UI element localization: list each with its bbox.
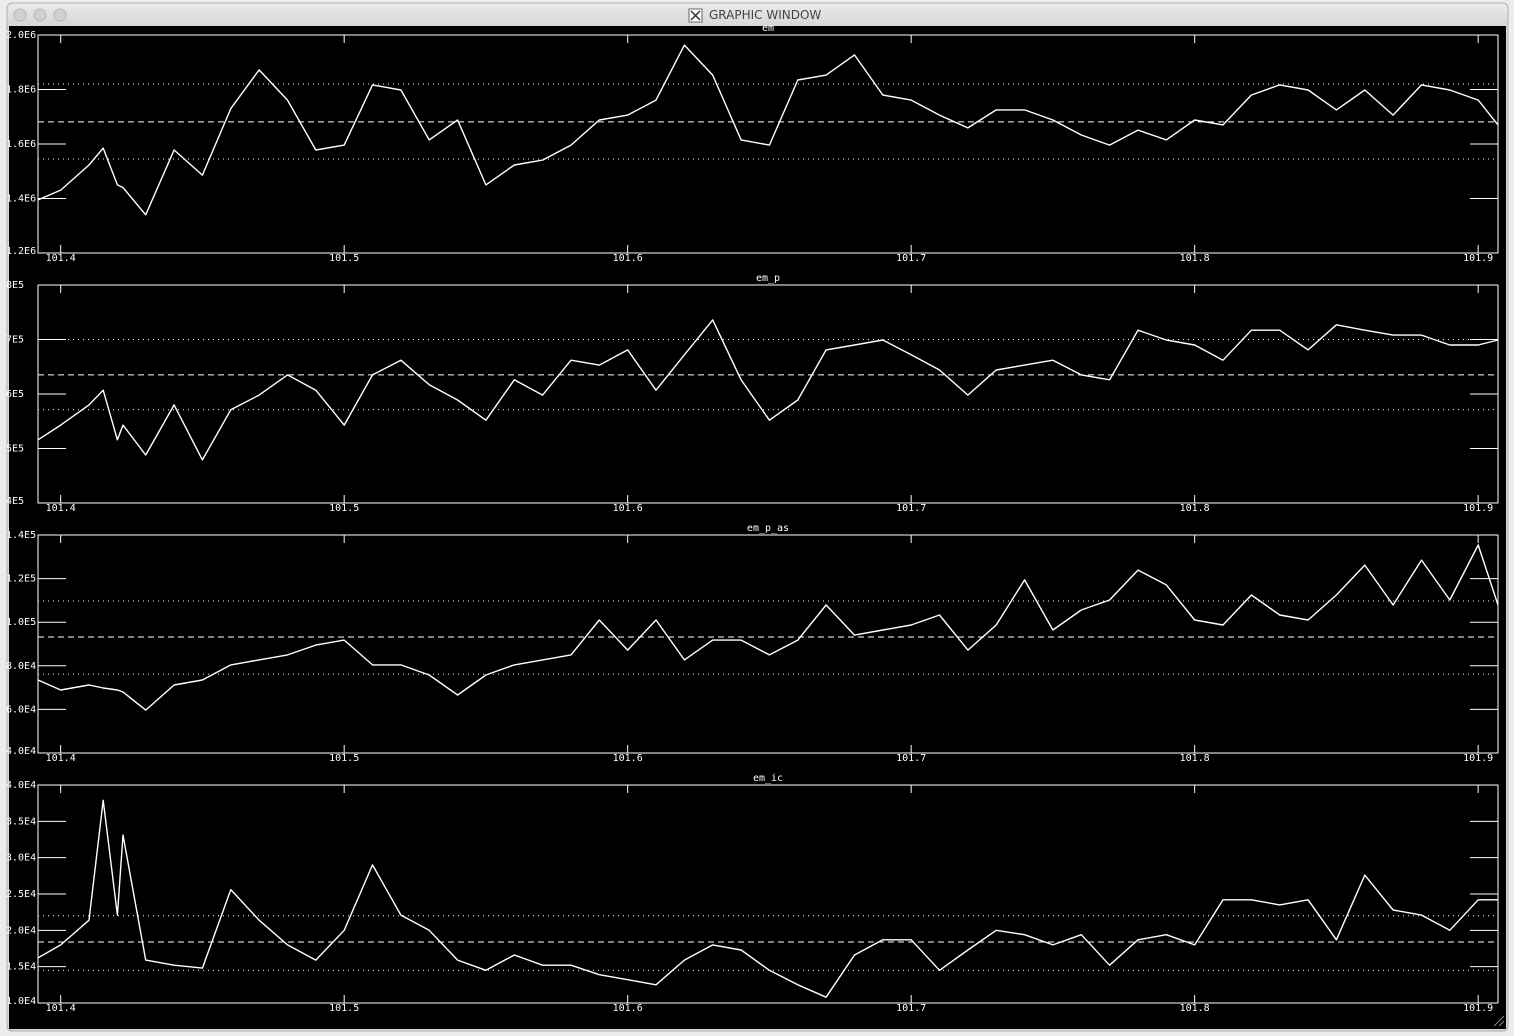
- y-tick-label: 2.5E4: [6, 889, 36, 900]
- plot-title: em_ic: [753, 773, 783, 784]
- y-tick-label: 2.0E6: [6, 30, 36, 41]
- data-line: [37, 319, 1499, 461]
- y-tick-label: 1.8E6: [6, 85, 36, 96]
- x-tick-label: 101.5: [329, 753, 359, 764]
- x-tick-label: 101.9: [1463, 753, 1493, 764]
- x-tick-label: 101.6: [613, 753, 643, 764]
- y-tick-label: 5E5: [6, 444, 24, 455]
- y-tick-label: 1.4E5: [6, 530, 36, 541]
- x-tick-label: 101.7: [896, 503, 926, 514]
- x-tick-label: 101.6: [613, 1003, 643, 1014]
- x-tick-label: 101.9: [1463, 1003, 1493, 1014]
- x-tick-label: 101.5: [329, 1003, 359, 1014]
- x-tick-label: 101.7: [896, 1003, 926, 1014]
- y-tick-label: 1.5E4: [6, 962, 36, 973]
- x-tick-label: 101.5: [329, 503, 359, 514]
- x-tick-label: 101.9: [1463, 503, 1493, 514]
- x-tick-label: 101.7: [896, 753, 926, 764]
- x-tick-label: 101.5: [329, 253, 359, 264]
- plot-title: em_p_as: [747, 523, 789, 534]
- y-tick-label: 4.0E4: [6, 780, 36, 791]
- y-tick-label: 6.0E4: [6, 704, 36, 715]
- plot-title: em_p: [756, 273, 780, 284]
- x-tick-label: 101.7: [896, 253, 926, 264]
- y-tick-label: 3.5E4: [6, 816, 36, 827]
- x-tick-label: 101.8: [1180, 1003, 1210, 1014]
- window-title: GRAPHIC WINDOW: [709, 8, 821, 22]
- x-tick-label: 101.6: [613, 503, 643, 514]
- plot-title: em: [762, 23, 774, 34]
- x-tick-label: 101.8: [1180, 753, 1210, 764]
- y-tick-label: 8.0E4: [6, 661, 36, 672]
- y-tick-label: 1.4E6: [6, 194, 36, 205]
- zoom-button[interactable]: [53, 8, 67, 22]
- x-tick-label: 101.4: [46, 753, 76, 764]
- y-tick-label: 1.0E5: [6, 617, 36, 628]
- data-line: [37, 799, 1498, 998]
- y-tick-label: 4.0E4: [6, 746, 36, 757]
- minimize-button[interactable]: [33, 8, 47, 22]
- data-line: [37, 544, 1499, 711]
- y-tick-label: 2.0E4: [6, 925, 36, 936]
- y-tick-label: 8E5: [6, 280, 24, 291]
- x-tick-label: 101.8: [1180, 253, 1210, 264]
- x-icon-glyph: [690, 10, 701, 21]
- plot-canvas: [9, 26, 1506, 1029]
- resize-grip: [1493, 1015, 1505, 1027]
- data-line: [37, 44, 1499, 216]
- x-tick-label: 101.4: [46, 253, 76, 264]
- y-tick-label: 3.0E4: [6, 853, 36, 864]
- x-tick-label: 101.8: [1180, 503, 1210, 514]
- close-button[interactable]: [13, 8, 27, 22]
- y-tick-label: 1.6E6: [6, 139, 36, 150]
- y-tick-label: 1.0E4: [6, 996, 36, 1007]
- title-bar: [7, 3, 1508, 26]
- x-tick-label: 101.4: [46, 503, 76, 514]
- plot-frame: [37, 534, 1499, 754]
- y-tick-label: 1.2E6: [6, 246, 36, 257]
- x-tick-label: 101.4: [46, 1003, 76, 1014]
- y-tick-label: 1.2E5: [6, 574, 36, 585]
- x-tick-label: 101.6: [613, 253, 643, 264]
- y-tick-label: 7E5: [6, 335, 24, 346]
- y-tick-label: 6E5: [6, 389, 24, 400]
- x-tick-label: 101.9: [1463, 253, 1493, 264]
- y-tick-label: 4E5: [6, 496, 24, 507]
